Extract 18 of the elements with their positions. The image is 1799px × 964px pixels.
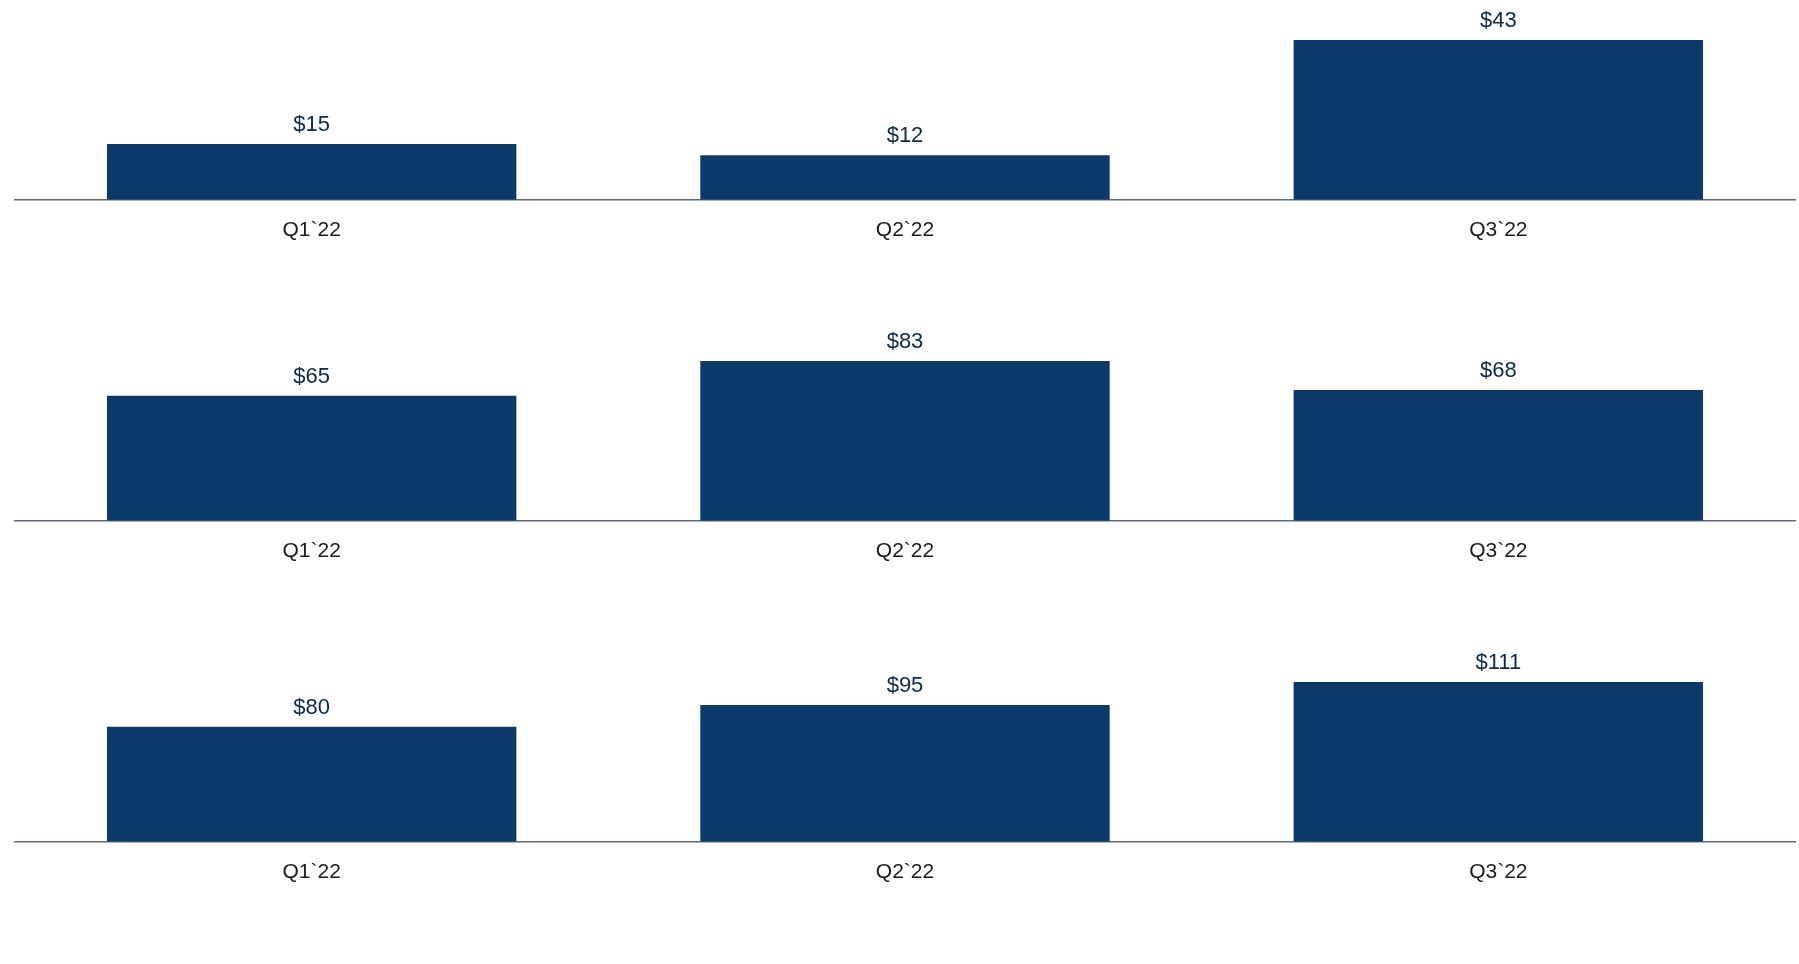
data-label: $15 <box>293 111 331 137</box>
data-label: $43 <box>1479 7 1517 33</box>
x-tick-label: Q3`22 <box>1469 538 1528 562</box>
data-label: $111 <box>1475 649 1522 675</box>
data-label: $65 <box>293 362 331 388</box>
x-tick-label: Q2`22 <box>875 859 935 883</box>
data-label: $12 <box>886 122 924 148</box>
x-tick-label: Q2`22 <box>875 538 935 562</box>
x-tick-label: Q3`22 <box>1469 859 1528 883</box>
data-label: $68 <box>1479 356 1517 382</box>
x-tick-label: Q2`22 <box>875 217 935 241</box>
x-tick-label: Q1`22 <box>282 538 341 562</box>
data-label: $95 <box>886 672 924 698</box>
x-tick-label: Q1`22 <box>282 217 341 241</box>
data-label: $80 <box>293 693 331 719</box>
x-tick-label: Q3`22 <box>1469 217 1528 241</box>
x-tick-label: Q1`22 <box>282 859 341 883</box>
data-label: $83 <box>886 328 924 354</box>
